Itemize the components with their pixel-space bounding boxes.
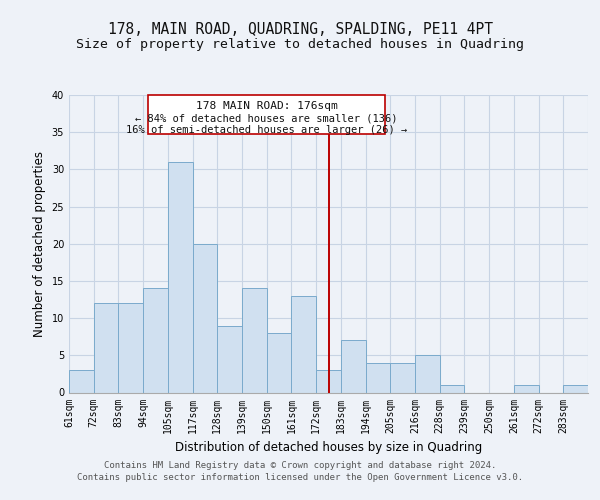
Bar xyxy=(415,356,440,393)
Text: Contains public sector information licensed under the Open Government Licence v3: Contains public sector information licen… xyxy=(77,473,523,482)
X-axis label: Distribution of detached houses by size in Quadring: Distribution of detached houses by size … xyxy=(175,441,482,454)
FancyBboxPatch shape xyxy=(148,95,385,134)
Bar xyxy=(267,333,292,392)
Bar xyxy=(168,162,193,392)
Bar xyxy=(143,288,168,393)
Bar xyxy=(94,303,118,392)
Bar xyxy=(316,370,341,392)
Text: 16% of semi-detached houses are larger (26) →: 16% of semi-detached houses are larger (… xyxy=(126,125,407,135)
Text: Contains HM Land Registry data © Crown copyright and database right 2024.: Contains HM Land Registry data © Crown c… xyxy=(104,462,496,470)
Bar xyxy=(217,326,242,392)
Text: 178, MAIN ROAD, QUADRING, SPALDING, PE11 4PT: 178, MAIN ROAD, QUADRING, SPALDING, PE11… xyxy=(107,22,493,38)
Bar xyxy=(514,385,539,392)
Bar xyxy=(292,296,316,392)
Bar xyxy=(563,385,588,392)
Bar xyxy=(390,363,415,392)
Text: 178 MAIN ROAD: 176sqm: 178 MAIN ROAD: 176sqm xyxy=(196,101,338,111)
Bar xyxy=(118,303,143,392)
Bar xyxy=(440,385,464,392)
Text: Size of property relative to detached houses in Quadring: Size of property relative to detached ho… xyxy=(76,38,524,51)
Bar xyxy=(69,370,94,392)
Text: ← 84% of detached houses are smaller (136): ← 84% of detached houses are smaller (13… xyxy=(136,114,398,124)
Bar xyxy=(193,244,217,392)
Bar xyxy=(365,363,390,392)
Bar xyxy=(242,288,267,393)
Y-axis label: Number of detached properties: Number of detached properties xyxy=(33,151,46,337)
Bar xyxy=(341,340,365,392)
